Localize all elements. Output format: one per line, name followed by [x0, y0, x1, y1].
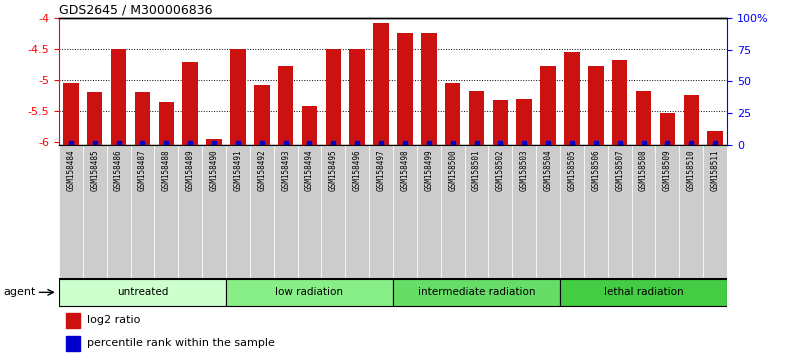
Text: GSM158497: GSM158497: [376, 149, 386, 191]
Bar: [111, 49, 127, 145]
Text: percentile rank within the sample: percentile rank within the sample: [87, 338, 275, 348]
Text: GSM158501: GSM158501: [472, 149, 481, 191]
Bar: [493, 100, 508, 145]
Bar: [63, 83, 79, 145]
Bar: [350, 49, 365, 145]
Bar: [83, 145, 107, 278]
Text: GSM158511: GSM158511: [711, 149, 720, 191]
Bar: [278, 66, 293, 145]
Text: GSM158492: GSM158492: [257, 149, 266, 191]
Text: GSM158485: GSM158485: [90, 149, 99, 191]
Text: GSM158489: GSM158489: [185, 149, 195, 191]
Text: GSM158488: GSM158488: [162, 149, 171, 191]
Text: GSM158499: GSM158499: [424, 149, 433, 191]
Bar: [564, 52, 580, 145]
Bar: [560, 145, 584, 278]
Bar: [298, 145, 321, 278]
Bar: [182, 62, 198, 145]
Bar: [707, 131, 723, 145]
Text: GSM158490: GSM158490: [210, 149, 219, 191]
Text: GSM158484: GSM158484: [66, 149, 75, 191]
Text: GSM158498: GSM158498: [400, 149, 410, 191]
Text: GSM158508: GSM158508: [639, 149, 648, 191]
Bar: [154, 145, 178, 278]
Bar: [250, 145, 274, 278]
Bar: [226, 279, 393, 307]
Bar: [345, 145, 369, 278]
Text: GDS2645 / M300006836: GDS2645 / M300006836: [59, 4, 212, 17]
Text: GSM158491: GSM158491: [233, 149, 242, 191]
Bar: [656, 145, 679, 278]
Text: lethal radiation: lethal radiation: [604, 287, 683, 297]
Bar: [369, 145, 393, 278]
Bar: [302, 106, 318, 145]
Text: GSM158502: GSM158502: [496, 149, 505, 191]
Bar: [417, 145, 441, 278]
Bar: [321, 145, 345, 278]
Text: agent: agent: [3, 287, 35, 297]
Text: GSM158505: GSM158505: [567, 149, 576, 191]
Bar: [465, 145, 488, 278]
Bar: [393, 145, 417, 278]
Bar: [536, 145, 560, 278]
Bar: [87, 92, 102, 145]
Bar: [588, 66, 604, 145]
Bar: [516, 98, 532, 145]
Bar: [59, 279, 226, 307]
Bar: [632, 145, 656, 278]
Text: GSM158487: GSM158487: [138, 149, 147, 191]
Bar: [206, 139, 222, 145]
Bar: [159, 102, 174, 145]
Bar: [66, 336, 80, 351]
Bar: [254, 85, 270, 145]
Bar: [202, 145, 226, 278]
Bar: [584, 145, 608, 278]
Text: GSM158503: GSM158503: [520, 149, 529, 191]
Bar: [441, 145, 465, 278]
Text: GSM158507: GSM158507: [615, 149, 624, 191]
Text: GSM158509: GSM158509: [663, 149, 672, 191]
Bar: [488, 145, 512, 278]
Bar: [560, 279, 727, 307]
Bar: [512, 145, 536, 278]
Bar: [130, 145, 154, 278]
Bar: [445, 83, 461, 145]
Text: GSM158500: GSM158500: [448, 149, 457, 191]
Text: intermediate radiation: intermediate radiation: [418, 287, 535, 297]
Text: GSM158494: GSM158494: [305, 149, 314, 191]
Bar: [226, 145, 250, 278]
Bar: [393, 279, 560, 307]
Bar: [134, 92, 150, 145]
Bar: [421, 33, 436, 145]
Text: GSM158495: GSM158495: [329, 149, 338, 191]
Bar: [659, 113, 675, 145]
Text: log2 ratio: log2 ratio: [87, 315, 141, 325]
Text: GSM158493: GSM158493: [281, 149, 290, 191]
Bar: [540, 66, 556, 145]
Bar: [230, 49, 246, 145]
Text: GSM158504: GSM158504: [544, 149, 553, 191]
Bar: [636, 91, 652, 145]
Text: GSM158486: GSM158486: [114, 149, 123, 191]
Bar: [59, 145, 83, 278]
Text: untreated: untreated: [117, 287, 168, 297]
Bar: [468, 91, 484, 145]
Text: GSM158510: GSM158510: [687, 149, 696, 191]
Bar: [397, 33, 413, 145]
Bar: [373, 23, 389, 145]
Bar: [684, 96, 699, 145]
Bar: [608, 145, 632, 278]
Bar: [274, 145, 298, 278]
Bar: [107, 145, 130, 278]
Bar: [325, 49, 341, 145]
Text: low radiation: low radiation: [275, 287, 343, 297]
Text: GSM158496: GSM158496: [353, 149, 362, 191]
Text: GSM158506: GSM158506: [591, 149, 601, 191]
Bar: [703, 145, 727, 278]
Bar: [679, 145, 703, 278]
Bar: [66, 313, 80, 328]
Bar: [178, 145, 202, 278]
Bar: [612, 60, 627, 145]
